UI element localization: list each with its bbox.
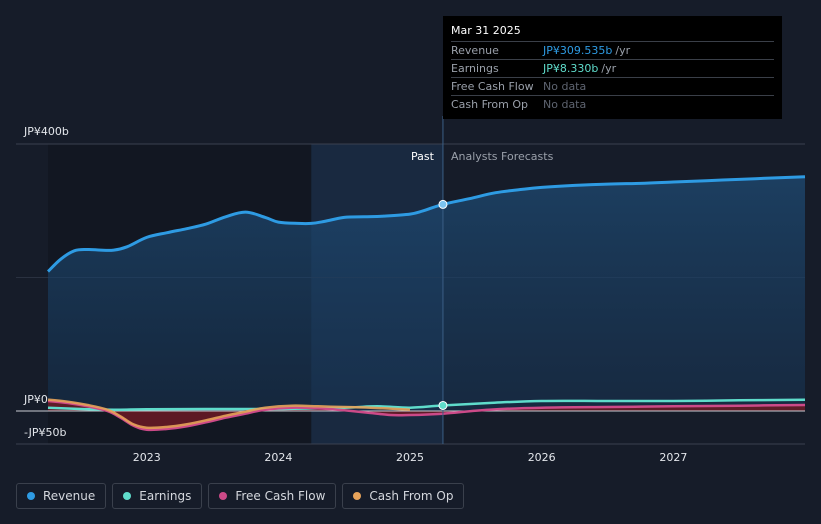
tooltip-value: No data <box>543 98 587 111</box>
tooltip-row-earnings: Earnings JP¥8.330b/yr <box>451 59 774 77</box>
legend-item-free-cash-flow[interactable]: Free Cash Flow <box>208 483 337 509</box>
tooltip-value: No data <box>543 80 587 93</box>
x-tick-label: 2027 <box>659 451 687 464</box>
x-tick-label: 2026 <box>528 451 556 464</box>
legend-dot-icon <box>353 492 362 500</box>
past-label: Past <box>411 150 435 163</box>
tooltip-row-revenue: Revenue JP¥309.535b/yr <box>451 41 774 59</box>
tooltip-label: Revenue <box>451 44 499 57</box>
x-tick-label: 2025 <box>396 451 424 464</box>
tooltip-row-cash-from-op: Cash From Op No data <box>451 95 774 113</box>
tooltip-unit: /yr <box>601 62 617 75</box>
free-cash-flow-area <box>48 401 805 430</box>
legend-item-cash-from-op[interactable]: Cash From Op <box>342 483 465 509</box>
legend-item-revenue[interactable]: Revenue <box>16 483 107 509</box>
legend-item-earnings[interactable]: Earnings <box>112 483 203 509</box>
legend: Revenue Earnings Free Cash Flow Cash Fro… <box>16 483 465 511</box>
earnings-marker <box>438 400 448 410</box>
tooltip-value: JP¥309.535b <box>543 44 613 57</box>
tooltip-date: Mar 31 2025 <box>451 24 521 37</box>
tooltip-label: Free Cash Flow <box>451 80 534 93</box>
legend-label: Cash From Op <box>369 489 454 503</box>
legend-dot-icon <box>219 492 228 500</box>
revenue-marker <box>438 199 448 209</box>
revenue-line <box>46 175 806 273</box>
earnings-line <box>47 398 806 411</box>
y-tick-label: JP¥400b <box>23 125 69 138</box>
x-tick-label: 2023 <box>133 451 161 464</box>
legend-dot-icon <box>27 492 35 500</box>
x-tick-label: 2024 <box>264 451 292 464</box>
legend-label: Free Cash Flow <box>235 489 326 503</box>
forecast-label: Analysts Forecasts <box>451 150 554 163</box>
y-tick-label: JP¥0 <box>23 393 48 406</box>
tooltip-label: Cash From Op <box>451 98 529 111</box>
y-tick-label: -JP¥50b <box>24 426 66 439</box>
tooltip-label: Earnings <box>451 62 499 75</box>
tooltip-unit: /yr <box>615 44 631 57</box>
legend-label: Revenue <box>43 489 96 503</box>
tooltip-row-free-cash-flow: Free Cash Flow No data <box>451 77 774 95</box>
tooltip: Mar 31 2025 Revenue JP¥309.535b/yr Earni… <box>443 16 782 119</box>
cash-from-op-line <box>47 398 411 430</box>
tooltip-value: JP¥8.330b <box>543 62 599 75</box>
legend-dot-icon <box>123 492 132 500</box>
revenue-area <box>48 176 805 411</box>
legend-label: Earnings <box>139 489 192 503</box>
